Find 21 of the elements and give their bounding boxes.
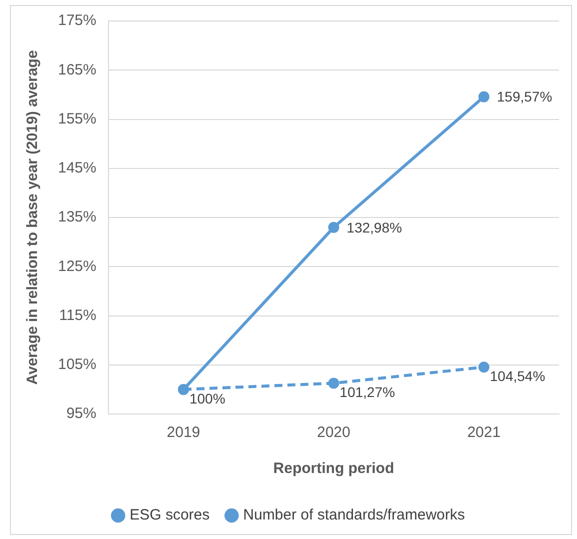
legend-label: ESG scores <box>130 506 210 524</box>
y-tick-label: 125% <box>58 258 96 275</box>
y-tick-label: 175% <box>58 12 96 30</box>
y-tick-label: 145% <box>58 160 96 177</box>
x-axis-title: Reporting period <box>273 460 394 478</box>
y-axis-title: Average in relation to base year (2019) average <box>24 50 42 385</box>
y-tick-label: 165% <box>58 61 96 78</box>
x-tick-label: 2020 <box>316 424 350 442</box>
y-tick-label: 135% <box>58 208 96 226</box>
x-tick-label: 2021 <box>467 424 501 442</box>
y-tick-label: 115% <box>59 306 96 324</box>
data-label: 159,57% <box>496 88 552 105</box>
y-tick-label: 155% <box>58 110 96 128</box>
y-tick-label: 95% <box>66 405 96 422</box>
data-label: 100% <box>189 390 226 406</box>
data-label: 132,98% <box>346 219 402 236</box>
legend-label: Number of standards/frameworks <box>243 506 465 524</box>
data-label: 104,54% <box>490 368 546 384</box>
x-tick-label: 2019 <box>166 424 200 442</box>
data-label: 101,27% <box>340 384 395 400</box>
y-tick-label: 105% <box>58 356 96 374</box>
